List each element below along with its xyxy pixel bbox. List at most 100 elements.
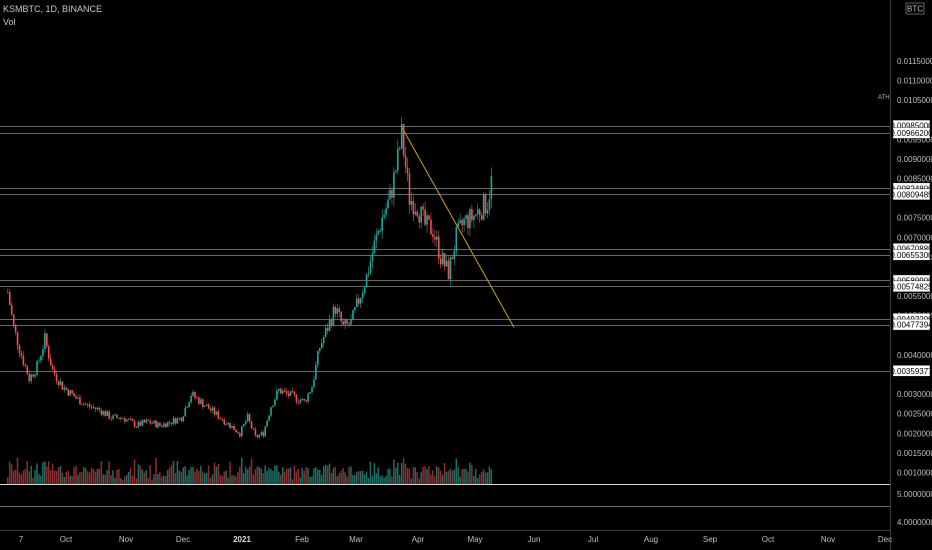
volume-bar	[20, 474, 23, 484]
candle-body	[196, 397, 198, 399]
candle-body	[24, 364, 27, 367]
candle-body	[7, 292, 9, 293]
volume-bar	[379, 476, 381, 484]
candle-body	[291, 391, 294, 393]
volume-bar	[242, 473, 245, 484]
candle-body	[164, 423, 167, 428]
volume-bar	[32, 477, 34, 484]
volume-bar	[83, 467, 85, 484]
candle-body	[244, 421, 247, 425]
volume-bar	[422, 467, 424, 484]
time-tick-label: Apr	[412, 535, 425, 544]
candle-body	[385, 208, 387, 215]
time-tick-label: Oct	[762, 535, 775, 544]
svg-text:0.00809485: 0.00809485	[890, 190, 932, 199]
time-tick-label: Dec	[176, 535, 190, 544]
volume-bar	[61, 472, 64, 484]
svg-text:0.00655300: 0.00655300	[890, 251, 932, 260]
volume-bar	[443, 463, 446, 484]
volume-bar	[408, 468, 411, 484]
candle-body	[182, 416, 185, 422]
volume-bar	[227, 478, 229, 484]
level-price-label: 0.00655300	[890, 249, 932, 261]
candle-body	[338, 308, 341, 313]
candle-body	[434, 236, 436, 240]
volume-bar	[278, 471, 280, 484]
time-axis[interactable]: 7 Oct Nov Dec 2021 Feb Mar Apr May Jun Jul Aug Sep Oc…	[19, 535, 892, 544]
volume-bar	[237, 471, 239, 484]
candle-body	[112, 415, 114, 420]
symbol-title[interactable]: KSMBTC, 1D, BINANCE	[3, 4, 103, 14]
volume-bar	[395, 467, 397, 484]
volume-bar	[356, 471, 358, 484]
volume-bar	[235, 476, 237, 484]
candle-body	[430, 219, 432, 235]
volume-bar	[424, 466, 426, 484]
candle-body	[301, 398, 304, 401]
candle-body	[139, 421, 142, 426]
candle-body	[53, 369, 56, 375]
candle-body	[192, 392, 194, 396]
candle-body	[361, 292, 364, 298]
ath-label: ATH	[878, 95, 890, 101]
candle-body	[289, 391, 292, 396]
volume-bar	[215, 466, 218, 484]
volume-bar	[92, 469, 95, 484]
candle-body	[155, 420, 157, 428]
candle-body	[248, 414, 251, 422]
volume-bar	[190, 467, 192, 484]
volume-bar	[46, 466, 48, 484]
candle-body	[449, 257, 452, 280]
volume-bar	[143, 472, 145, 484]
volume-bar	[369, 461, 372, 484]
volume-bar	[276, 465, 278, 484]
candle-body	[256, 435, 259, 438]
candle-body	[246, 414, 249, 422]
volume-bar	[198, 471, 200, 484]
volume-bar	[332, 468, 335, 484]
candle-body	[324, 328, 327, 338]
candle-body	[170, 422, 173, 424]
volume-bar	[297, 468, 300, 484]
volume-bar	[129, 467, 132, 484]
candle-body	[98, 407, 101, 410]
candle-body	[79, 397, 81, 405]
candle-body	[106, 411, 109, 417]
candle-body	[168, 421, 171, 423]
volume-bar	[471, 464, 473, 484]
volume-indicator-label[interactable]: Vol	[3, 17, 16, 27]
candle-body	[30, 374, 32, 382]
candle-body	[414, 211, 417, 215]
volume-bar	[110, 474, 112, 484]
candle-body	[90, 406, 93, 408]
candle-body	[122, 417, 124, 419]
volume-bar	[67, 470, 69, 484]
price-tick-label: 0.00100000	[897, 469, 932, 478]
volume-bar	[96, 468, 99, 484]
candle-body	[428, 215, 430, 220]
candle-body	[166, 421, 169, 428]
volume-bar	[486, 472, 489, 484]
volume-bar	[459, 476, 461, 484]
volume-bar	[348, 467, 350, 484]
volume-bar	[338, 472, 340, 484]
volume-bar	[241, 457, 243, 484]
volume-axis: 5.00000000 4.00000000	[897, 490, 932, 527]
volume-bar	[196, 468, 198, 484]
volume-bar	[270, 469, 272, 484]
candle-body	[469, 209, 471, 229]
candle-body	[211, 407, 214, 411]
candle-body	[424, 209, 426, 225]
volume-bar	[192, 466, 194, 484]
volume-bar	[73, 467, 75, 484]
candle-body	[451, 257, 454, 260]
svg-text:0.00985000: 0.00985000	[890, 122, 932, 131]
candle-body	[69, 390, 71, 396]
candle-body	[437, 236, 440, 259]
candle-body	[369, 261, 372, 274]
candle-body	[436, 236, 438, 240]
volume-bar	[36, 463, 38, 484]
price-tick-label: 0.00550000	[897, 292, 932, 301]
horizontal-levels	[0, 126, 890, 372]
price-tick-label: 0.00300000	[897, 390, 932, 399]
